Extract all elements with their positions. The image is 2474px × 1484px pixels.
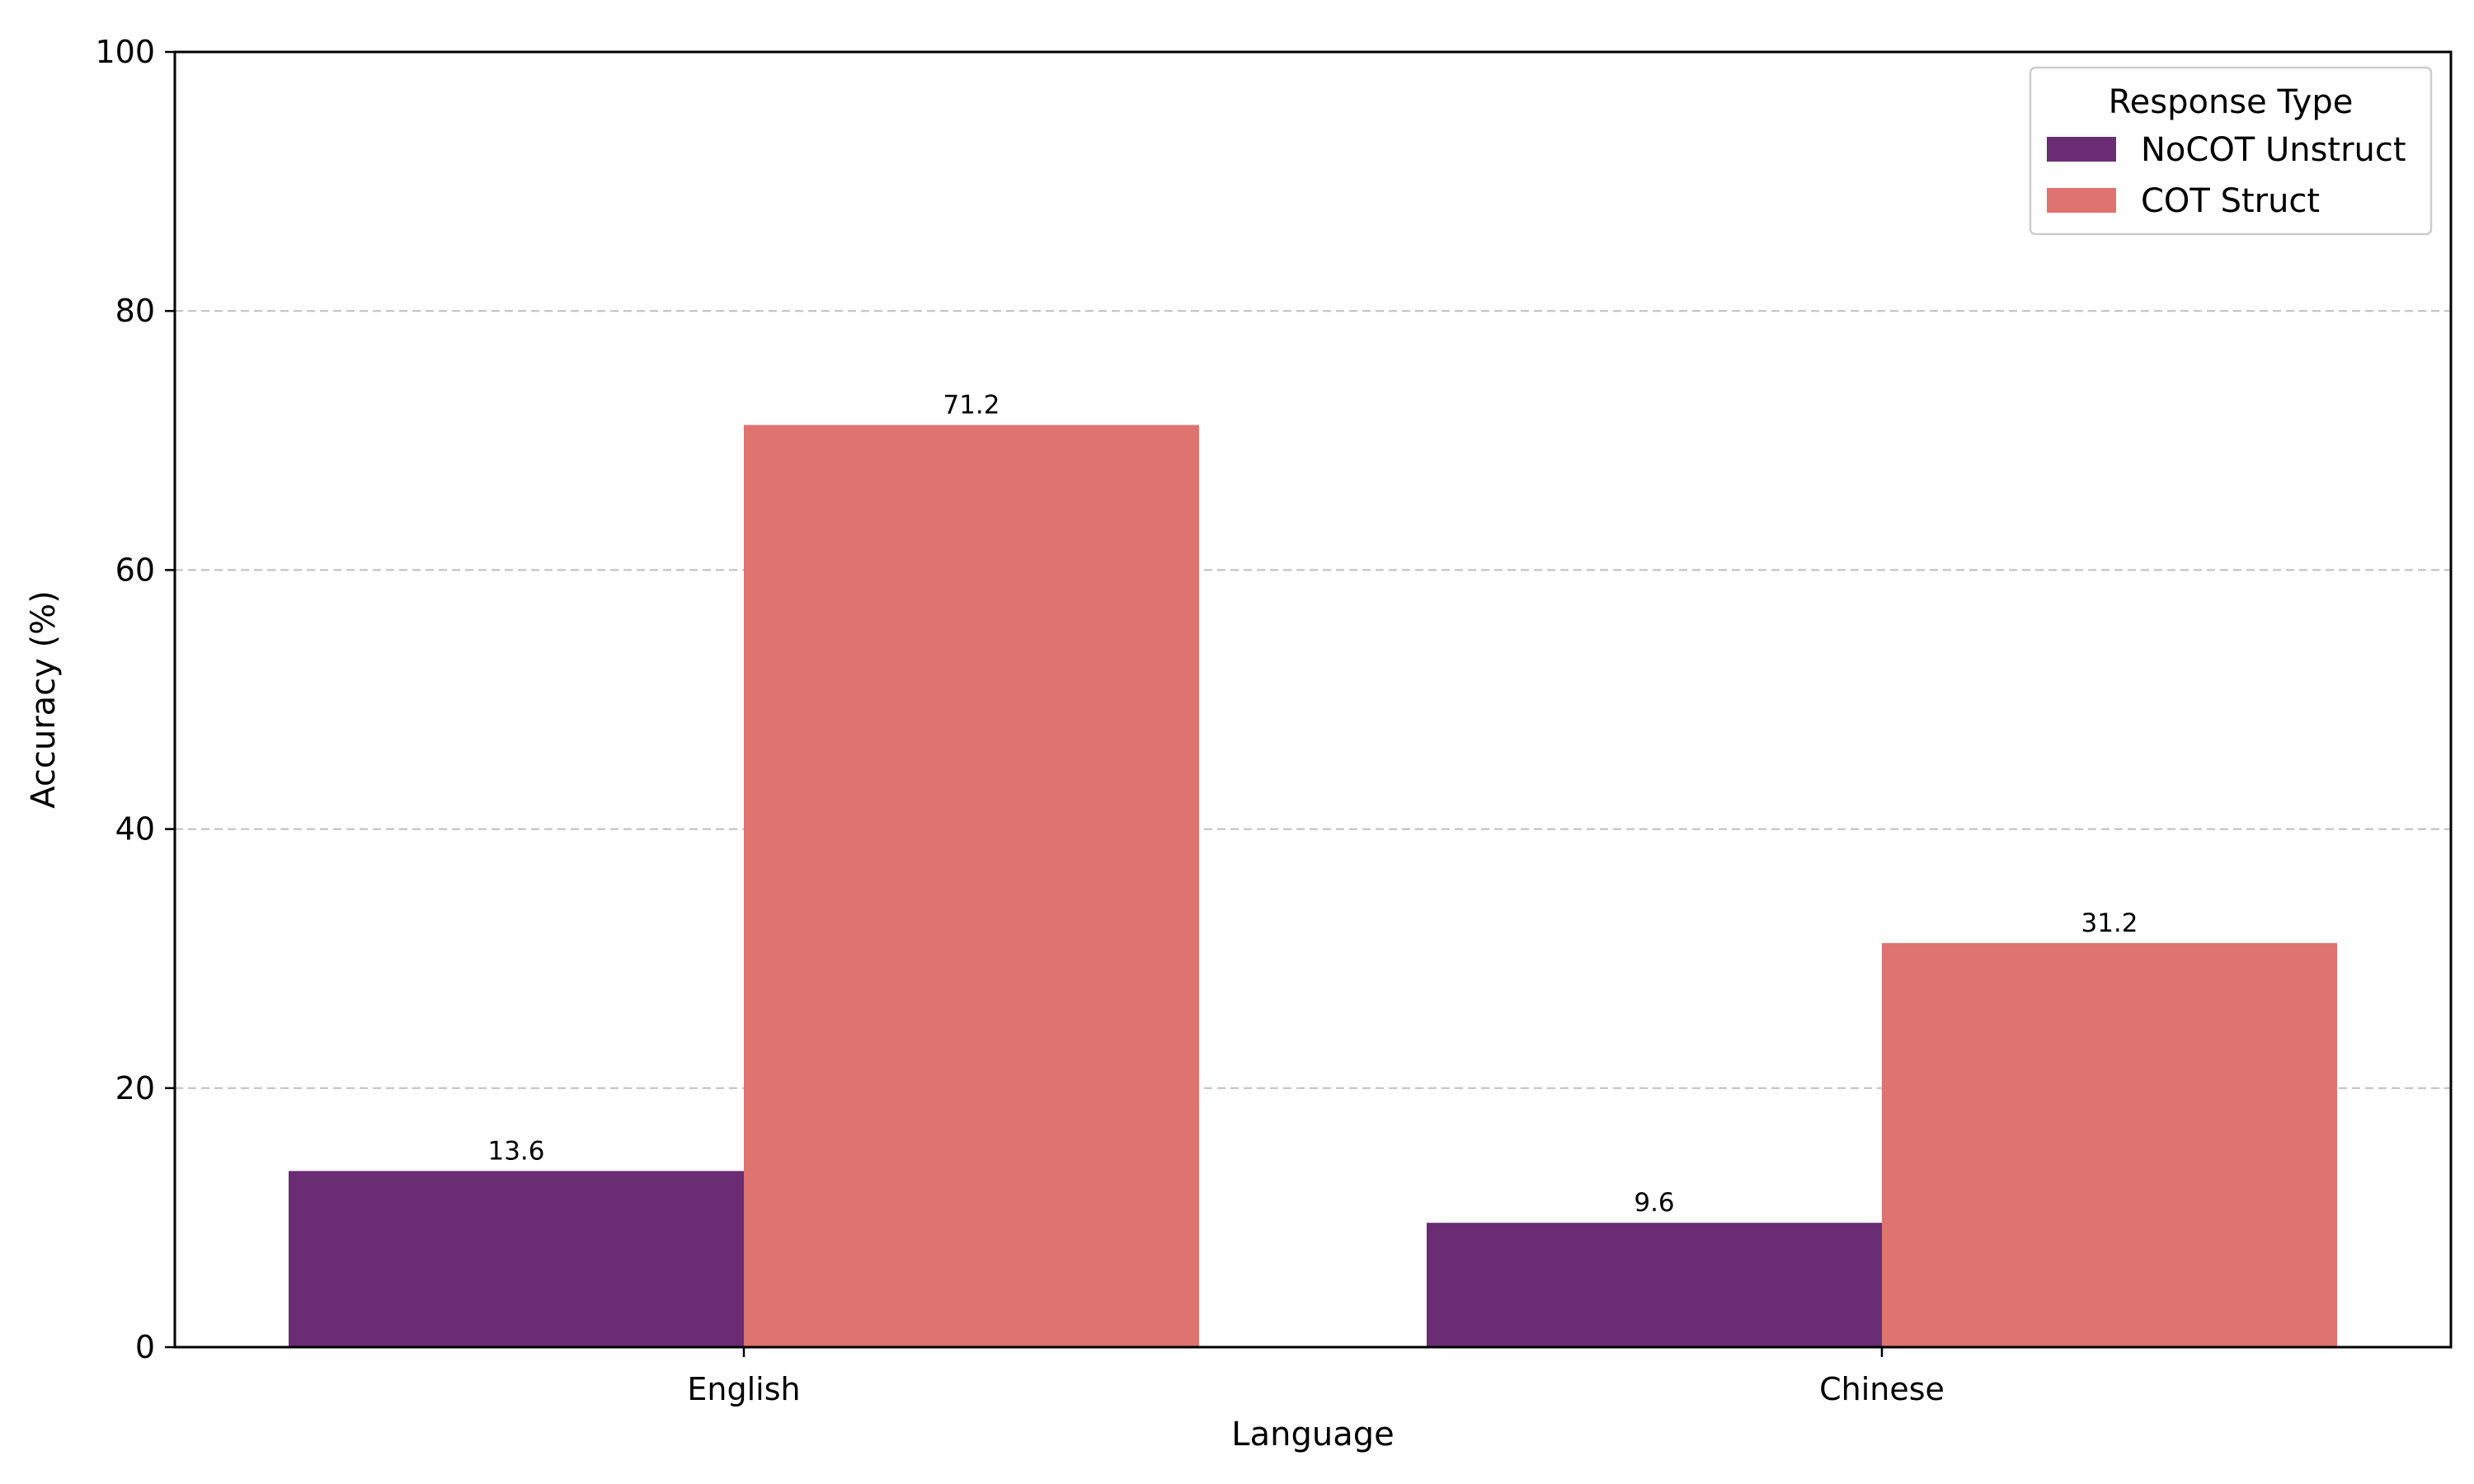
bar-value-labels: 13.6 71.2 9.6 31.2 (487, 390, 2138, 1218)
y-tick-label: 100 (95, 34, 155, 70)
grid-lines (175, 310, 2451, 1089)
x-tick-label: English (687, 1371, 800, 1407)
x-tick-label: Chinese (1819, 1371, 1945, 1407)
y-tick-label: 0 (135, 1329, 155, 1365)
y-tick-label: 60 (115, 552, 155, 588)
bar-value-label: 71.2 (943, 390, 999, 420)
bar-chinese-2 (1882, 942, 2337, 1347)
legend-swatch (2047, 188, 2116, 213)
y-tick-label: 20 (115, 1070, 155, 1106)
bar-english-2 (744, 425, 1199, 1347)
y-tick-label: 40 (115, 811, 155, 848)
legend-label: NoCOT Unstruct (2141, 131, 2406, 169)
bar-value-label: 13.6 (487, 1136, 544, 1166)
plot-frame (173, 50, 2453, 1349)
legend-box (2029, 66, 2433, 236)
y-axis-ticks: 0 20 40 60 80 100 (95, 34, 175, 1365)
bar-value-label: 31.2 (2081, 909, 2138, 938)
x-axis-ticks: English Chinese (687, 1347, 1945, 1407)
legend-title: Response Type (2109, 83, 2354, 121)
bar-english-1 (289, 1171, 744, 1347)
legend: Response Type NoCOT Unstruct COT Struct (2029, 66, 2433, 236)
y-tick-label: 80 (115, 293, 155, 329)
bars (289, 425, 2337, 1347)
bar-value-label: 9.6 (1634, 1188, 1674, 1218)
legend-items: NoCOT Unstruct COT Struct (2047, 131, 2406, 220)
legend-label: COT Struct (2141, 182, 2320, 220)
y-axis-title: Accuracy (%) (25, 590, 63, 809)
bar-chinese-1 (1427, 1223, 1882, 1347)
x-axis-title: Language (1231, 1416, 1394, 1453)
legend-swatch (2047, 137, 2116, 162)
